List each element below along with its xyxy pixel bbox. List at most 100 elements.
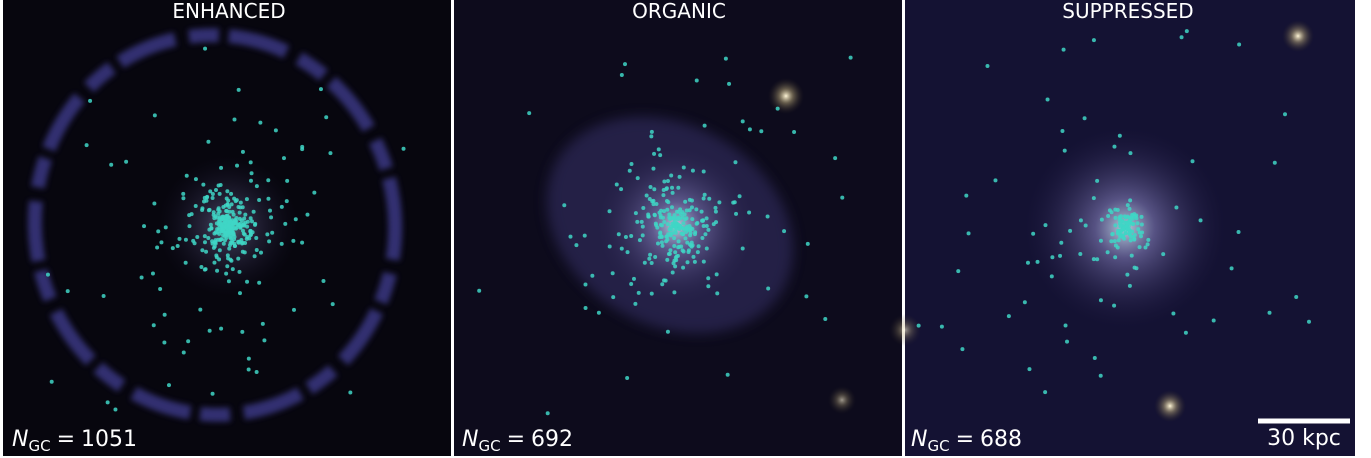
cluster-dot — [236, 239, 241, 244]
cluster-dot — [1095, 257, 1100, 262]
cluster-dot — [704, 216, 709, 221]
cluster-dot — [1190, 159, 1195, 164]
cluster-dot — [1129, 253, 1134, 258]
cluster-dot — [1132, 212, 1137, 217]
cluster-dot — [649, 134, 654, 139]
cluster-dot — [1229, 266, 1234, 271]
cluster-dot — [706, 284, 711, 289]
cluster-dot — [227, 243, 232, 248]
cluster-dot — [183, 237, 188, 242]
cluster-dot — [240, 205, 245, 210]
cluster-dot — [633, 301, 638, 306]
cluster-dot — [216, 183, 221, 188]
cluster-dot — [672, 213, 677, 218]
cluster-dot — [162, 312, 167, 317]
cluster-dot — [211, 212, 216, 217]
cluster-dot — [683, 199, 688, 204]
cluster-dot — [1113, 215, 1118, 220]
count-label: NGC = 1051 — [12, 427, 137, 455]
cluster-dot — [667, 226, 672, 231]
cluster-dot — [207, 207, 212, 212]
cluster-dot — [252, 254, 257, 259]
cluster-dot — [1128, 198, 1133, 203]
cluster-dot — [152, 113, 157, 118]
cluster-dot — [673, 250, 678, 255]
cluster-dot — [685, 260, 690, 265]
cluster-dot — [607, 209, 612, 214]
cluster-dot — [681, 165, 686, 170]
cluster-dot — [848, 55, 853, 60]
cluster-dot — [1061, 47, 1066, 52]
cluster-dot — [629, 161, 634, 166]
cluster-dot — [636, 290, 641, 295]
cluster-dot — [1099, 217, 1104, 222]
cluster-dot — [707, 196, 712, 201]
cluster-dot — [666, 200, 671, 205]
cluster-dot — [1043, 390, 1048, 395]
cluster-dot — [227, 246, 232, 251]
cluster-dot — [284, 199, 289, 204]
cluster-dot — [717, 200, 722, 205]
cluster-dot — [916, 323, 921, 328]
cluster-dot — [245, 234, 250, 239]
cluster-dot — [204, 249, 209, 254]
cluster-dot — [217, 191, 222, 196]
cluster-dot — [223, 224, 228, 229]
cluster-dot — [747, 210, 752, 215]
cluster-dot — [692, 259, 697, 264]
cluster-dot — [672, 243, 677, 248]
cluster-dot — [186, 339, 191, 344]
cluster-dot — [611, 295, 616, 300]
cluster-dot — [1125, 272, 1130, 277]
cluster-dot — [240, 149, 245, 154]
cluster-dot — [792, 130, 797, 135]
cluster-dot — [270, 230, 275, 235]
cluster-dot — [671, 216, 676, 221]
cluster-dot — [221, 205, 226, 210]
cluster-dot — [318, 87, 323, 92]
cluster-dot — [652, 213, 657, 218]
cluster-dot — [667, 212, 672, 217]
cluster-dot — [614, 182, 619, 187]
cluster-dot — [250, 230, 255, 235]
cluster-dot — [1078, 218, 1083, 223]
cluster-dot — [291, 238, 296, 243]
cluster-dot — [109, 162, 114, 167]
cluster-dot — [805, 241, 810, 246]
cluster-dot — [840, 195, 845, 200]
cluster-dot — [651, 166, 656, 171]
cluster-dot — [328, 151, 333, 156]
cluster-dot — [681, 265, 686, 270]
cluster-dot — [1130, 221, 1135, 226]
cluster-dot — [212, 231, 217, 236]
cluster-dot — [1121, 227, 1126, 232]
cluster-dot — [672, 290, 677, 295]
symbol: N — [462, 427, 478, 452]
cluster-dot — [269, 215, 274, 220]
cluster-dot — [229, 258, 234, 263]
cluster-dot — [734, 211, 739, 216]
cluster-dot — [1050, 255, 1055, 260]
cluster-dot — [1098, 373, 1103, 378]
cluster-dot — [226, 256, 231, 261]
cluster-dot — [694, 78, 699, 83]
cluster-dot — [279, 241, 284, 246]
cluster-dot — [225, 202, 230, 207]
cluster-dot — [88, 98, 93, 103]
cluster-dot — [113, 407, 118, 412]
cluster-dot — [223, 230, 228, 235]
cluster-dot — [667, 251, 672, 256]
subscript: GC — [478, 437, 500, 455]
cluster-dot — [623, 234, 628, 239]
cluster-dot — [139, 275, 144, 280]
cluster-dot — [1125, 203, 1130, 208]
cluster-dot — [644, 193, 649, 198]
cluster-dot — [1294, 294, 1299, 299]
cluster-dot — [236, 256, 241, 261]
cluster-dot — [198, 307, 203, 312]
cluster-dot — [596, 310, 601, 315]
cluster-dot — [665, 329, 670, 334]
cluster-dot — [330, 302, 335, 307]
symbol: N — [911, 427, 927, 452]
relation: = — [57, 427, 75, 452]
